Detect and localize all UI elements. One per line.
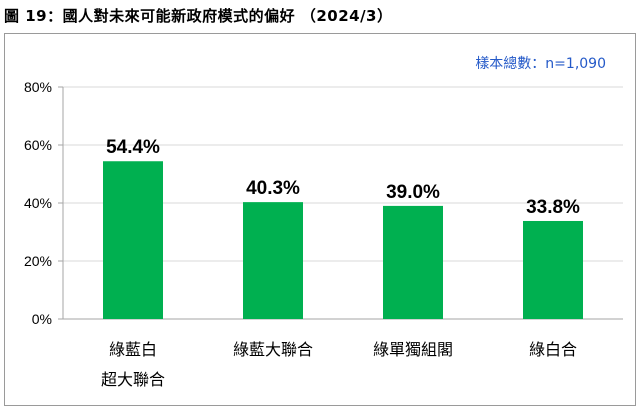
y-tick-label: 60% bbox=[24, 137, 52, 153]
y-axis-ticks: 0% 20% 40% 60% 80% bbox=[24, 79, 52, 327]
y-tick-label: 40% bbox=[24, 195, 52, 211]
value-label: 33.8% bbox=[526, 197, 580, 218]
y-tick-label: 80% bbox=[24, 79, 52, 95]
chart-frame bbox=[4, 33, 636, 406]
bar bbox=[103, 161, 163, 319]
figure-title: 圖 19：國人對未來可能新政府模式的偏好 （2024/3） bbox=[4, 7, 393, 25]
category-label: 綠單獨組閣 bbox=[373, 340, 453, 359]
category-label: 綠藍白 bbox=[109, 340, 157, 359]
category-label: 超大聯合 bbox=[101, 370, 165, 389]
bar bbox=[523, 220, 583, 319]
y-tick-label: 0% bbox=[32, 311, 52, 327]
category-label: 綠藍大聯合 bbox=[233, 340, 313, 359]
value-label: 39.0% bbox=[386, 182, 440, 203]
bar bbox=[383, 205, 443, 319]
value-label: 54.4% bbox=[106, 137, 160, 158]
value-labels: 54.4% 40.3% 39.0% 33.8% bbox=[106, 137, 580, 218]
category-label: 綠白合 bbox=[529, 340, 577, 359]
bar bbox=[243, 202, 303, 319]
sample-size-note: 樣本總數：n=1,090 bbox=[475, 56, 606, 72]
bars bbox=[103, 161, 583, 319]
value-label: 40.3% bbox=[246, 178, 300, 199]
y-tick-label: 20% bbox=[24, 253, 52, 269]
